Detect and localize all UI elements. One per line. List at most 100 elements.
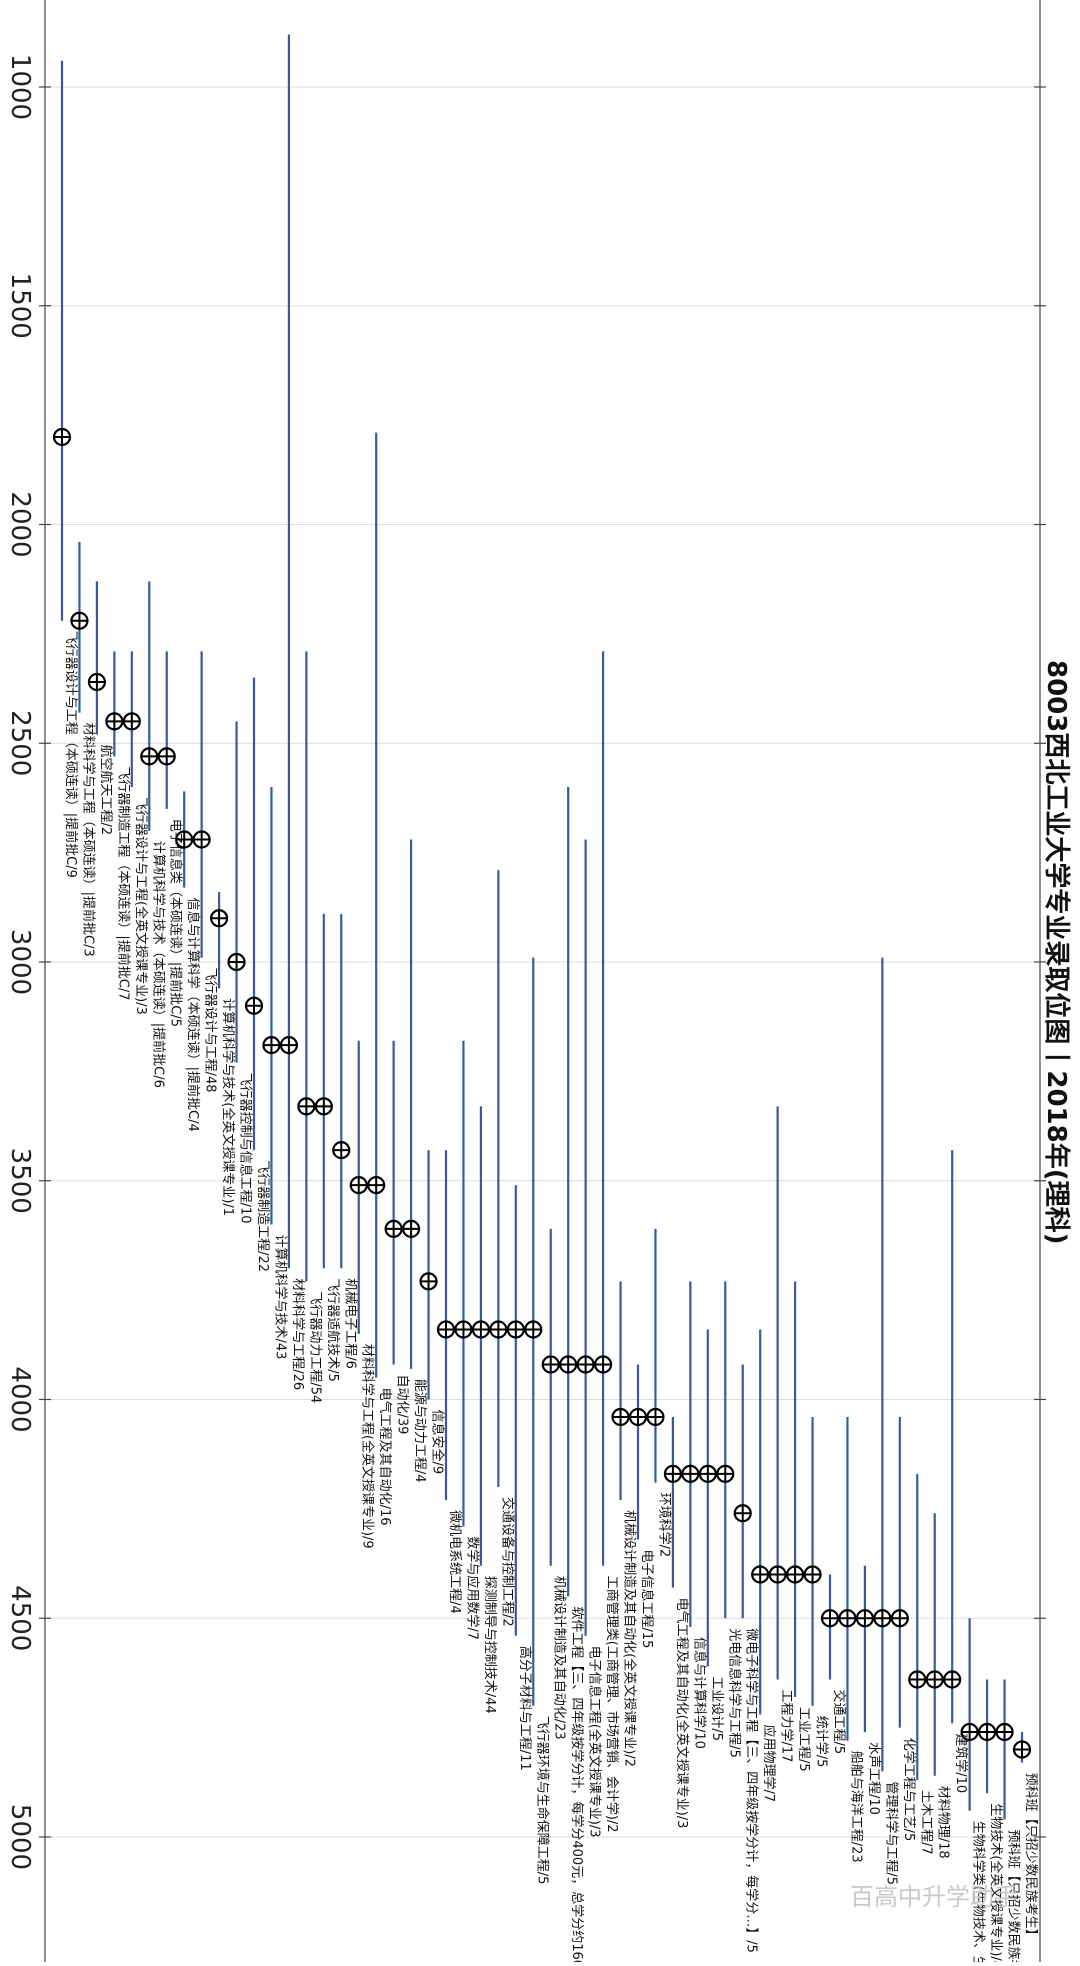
- rank-marker: [593, 1355, 613, 1374]
- rank-marker: [70, 611, 89, 630]
- category-label: 土木工程/7: [918, 1790, 933, 1855]
- rank-marker: [401, 1219, 421, 1238]
- label-layer: 飞行器设计与工程（本硕连读）|提前批C/9 材料科学与工程（本硕连读）|提前批C/…: [63, 631, 1039, 1966]
- tick-label: 3500: [5, 1148, 35, 1214]
- category-label: 信息与计算科学/10: [691, 1637, 707, 1749]
- category-label: 预科班【只招少数民族考生】/?: [1006, 1830, 1022, 1963]
- category-label: 飞行器适航技术/5: [325, 1278, 341, 1382]
- rank-marker: [960, 1722, 979, 1742]
- rank-marker: [873, 1609, 892, 1628]
- category-label: 材料科学与工程(全英文授课专业)/9: [360, 1344, 376, 1549]
- category-label: 飞行器制造工程（本硕连读）|提前批C/7: [115, 766, 131, 1000]
- rank-marker: [698, 1464, 717, 1483]
- category-label: 应用物理学/7: [761, 1725, 777, 1803]
- category-label: 信息安全/9: [430, 1410, 446, 1475]
- grid-layer: [45, 86, 1040, 1838]
- category-label: 计算机科学与技术/43: [272, 1235, 288, 1360]
- rank-marker: [489, 1320, 508, 1339]
- tick-label: 1000: [5, 54, 35, 120]
- rank-marker: [471, 1320, 491, 1339]
- category-label: 自动化/39: [395, 1375, 410, 1435]
- rank-marker: [367, 1176, 386, 1195]
- rank-marker: [785, 1565, 805, 1584]
- category-label: 生物技术(全英文授课专业)/4: [988, 1803, 1004, 1962]
- rank-marker: [803, 1565, 822, 1584]
- category-label: 飞行器设计与工程(全英文授课专业)/3: [133, 797, 149, 1015]
- category-label: 飞行器动力工程/54: [307, 1291, 322, 1403]
- category-label: 工商管理类(工商管理、市场营销、会计学)/2: [604, 1576, 620, 1833]
- rank-marker: [52, 427, 72, 447]
- category-label: 环境科学/2: [656, 1493, 672, 1558]
- rank-marker: [209, 909, 229, 928]
- rank-marker: [314, 1097, 333, 1116]
- rank-marker: [87, 672, 107, 692]
- rank-marker: [855, 1609, 875, 1628]
- category-label: 交通工程/5: [831, 1690, 847, 1755]
- tick-label: 4500: [5, 1585, 35, 1651]
- tick-label: 4000: [5, 1366, 35, 1432]
- rank-marker: [838, 1609, 857, 1628]
- rank-marker: [175, 830, 194, 849]
- chart-title: 8003西北工业大学专业录取位图丨2018年(理科): [1041, 660, 1072, 1245]
- category-label: 微电子科学与工程【三、四年级按学分计，每学分…】/5: [744, 1628, 760, 1953]
- rank-marker: [105, 712, 124, 731]
- rank-marker: [559, 1355, 578, 1374]
- category-label: 统计学/5: [814, 1716, 830, 1768]
- category-label: 飞行器设计与工程/48: [203, 968, 218, 1093]
- rank-marker: [663, 1464, 683, 1483]
- category-label: 管理科学与工程/5: [883, 1781, 899, 1885]
- rank-marker: [646, 1407, 665, 1427]
- category-label: 建筑学/10: [953, 1733, 969, 1793]
- rank-marker: [419, 1272, 438, 1291]
- rank-marker: [524, 1320, 543, 1339]
- category-label: 探测制导与控制技术/44: [482, 1576, 497, 1714]
- category-label: 飞行器控制与信息工程/10: [238, 1073, 254, 1224]
- rank-marker: [908, 1670, 927, 1689]
- category-label: 船舶与海洋工程/23: [848, 1751, 864, 1863]
- rank-marker: [436, 1320, 456, 1339]
- rank-marker: [611, 1407, 630, 1427]
- category-label: 数学与应用数学/7: [464, 1536, 480, 1640]
- category-label: 电子信息工程(全英文授课专业)/3: [587, 1646, 603, 1838]
- rank-marker: [244, 996, 264, 1015]
- rank-marker: [262, 1036, 281, 1055]
- category-label: 工程力学/17: [779, 1690, 795, 1763]
- rank-marker: [157, 747, 176, 766]
- category-label: 工业工程/5: [796, 1707, 811, 1772]
- rank-marker: [890, 1609, 909, 1628]
- category-label: 微机电系统工程/4: [447, 1510, 462, 1614]
- rank-marker: [820, 1609, 840, 1628]
- rank-marker: [628, 1407, 648, 1427]
- rank-marker: [977, 1722, 997, 1742]
- category-label: 信息与计算科学（本硕连读）|提前批C/4: [185, 898, 201, 1132]
- rank-marker: [995, 1722, 1014, 1742]
- rank-marker: [140, 747, 159, 766]
- rank-marker: [506, 1320, 525, 1339]
- rank-marker: [681, 1464, 700, 1483]
- rank-marker: [1012, 1740, 1032, 1759]
- category-label: 计算机科学与技术（本硕连读）|提前批C/6: [150, 841, 166, 1088]
- rank-marker: [279, 1036, 299, 1055]
- rank-marker: [332, 1141, 351, 1160]
- category-label: 交通设备与控制工程/2: [499, 1497, 515, 1627]
- category-label: 电气工程及其自动化/16: [377, 1388, 393, 1526]
- rank-marker: [751, 1565, 770, 1584]
- category-label: 生物科学类(生物技术、生物信息学)/6: [971, 1821, 987, 1962]
- category-label: 机械电子工程/6: [342, 1278, 357, 1369]
- rank-marker: [192, 830, 211, 849]
- rank-marker: [716, 1464, 735, 1483]
- category-label: 材料科学与工程（本硕连读）|提前批C/3: [80, 723, 96, 957]
- category-label: 飞行器环境与生命保障工程/5: [534, 1716, 550, 1885]
- rank-marker: [349, 1176, 368, 1195]
- category-label: 光电信息科学与工程/5: [726, 1628, 742, 1758]
- tick-label: 1500: [5, 273, 35, 339]
- category-label: 计算机科学与技术(全英文授课专业)/1: [220, 998, 236, 1216]
- category-label: 预科班【只招少数民族考生】: [1023, 1773, 1039, 1942]
- rank-marker: [733, 1504, 752, 1523]
- tick-label: 3000: [5, 929, 35, 995]
- axis-layer: 1000 1500 2000 2500 3000 3500 4000 4500 5000: [5, 0, 1046, 1962]
- category-label: 软件工程【三、四年级按学分计，每学分400元，总学分约160】/17: [569, 1606, 585, 1962]
- marker-layer: [52, 427, 1032, 1759]
